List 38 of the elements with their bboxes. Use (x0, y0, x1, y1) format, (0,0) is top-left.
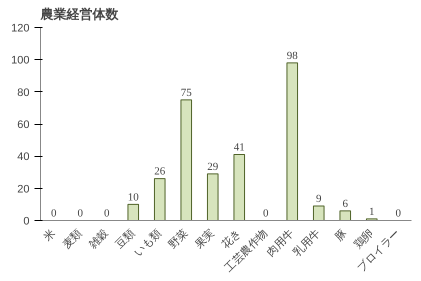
x-tick-label: 鶏卵 (351, 226, 376, 252)
data-label: 0 (396, 208, 402, 220)
x-tick-label: 雑穀 (86, 226, 111, 252)
bar (206, 173, 219, 220)
data-label: 6 (342, 198, 348, 210)
data-label: 98 (286, 50, 298, 62)
bar (127, 204, 140, 220)
bar (180, 99, 192, 220)
x-tick-label: 豆類 (113, 227, 138, 252)
data-label: 0 (78, 208, 84, 220)
y-tick-label: 40 (17, 151, 30, 164)
y-tick-label: 100 (11, 54, 30, 67)
bar (312, 206, 325, 220)
data-label: 1 (369, 206, 374, 218)
bar (339, 210, 352, 220)
y-tick-label: 80 (17, 86, 30, 99)
x-tick-label: 果実 (192, 226, 217, 252)
bar (154, 178, 166, 220)
bar (233, 154, 246, 220)
data-label: 10 (128, 191, 140, 204)
x-tick-label: 麦類 (60, 226, 84, 252)
y-tick-label: 0 (23, 216, 30, 228)
data-label: 75 (180, 86, 192, 99)
data-label: 9 (316, 193, 322, 206)
data-label: 0 (51, 208, 57, 220)
x-tick-label: 野菜 (166, 226, 190, 252)
bar (286, 62, 298, 220)
y-tick-label: 120 (11, 22, 30, 34)
data-label: 29 (207, 160, 219, 173)
x-tick-label: 豚 (333, 227, 350, 244)
x-tick-label: 米 (41, 226, 58, 244)
y-tick-label: 20 (17, 183, 30, 196)
y-tick-label: 60 (17, 119, 30, 131)
chart-title: 農業経営体数 (40, 6, 120, 22)
data-label: 0 (104, 208, 110, 220)
data-label: 41 (234, 142, 245, 154)
data-label: 26 (154, 166, 166, 178)
data-label: 0 (263, 208, 269, 220)
